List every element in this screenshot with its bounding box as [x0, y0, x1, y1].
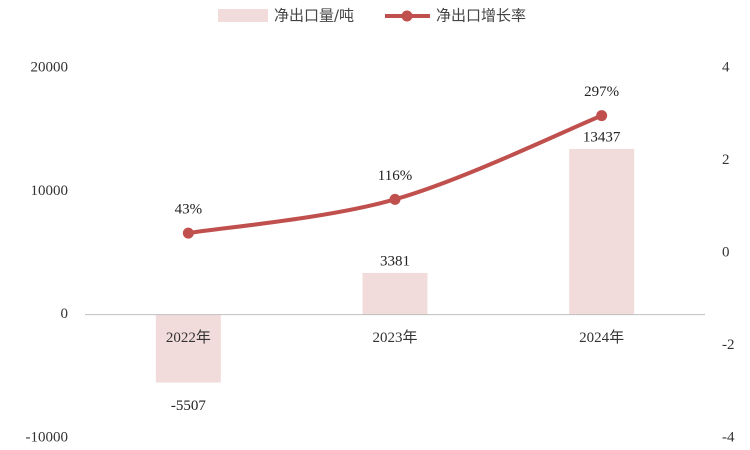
right-axis-tick: 4 — [722, 59, 730, 75]
bar-2024年 — [569, 148, 635, 315]
growth-rate-point — [596, 110, 608, 122]
left-axis-tick: -10000 — [26, 429, 69, 445]
category-label: 2023年 — [372, 329, 417, 346]
bar-data-label: 13437 — [583, 129, 621, 145]
growth-rate-label: 43% — [175, 202, 203, 218]
right-axis-tick: 0 — [722, 244, 730, 260]
category-label: 2022年 — [166, 329, 211, 346]
bar-2022年 — [155, 314, 221, 383]
left-axis-tick: 0 — [61, 306, 69, 322]
right-axis-tick: -4 — [722, 429, 735, 445]
legend-line-label: 净出口增长率 — [436, 7, 526, 25]
legend-line-marker — [401, 10, 413, 22]
right-axis-tick: -2 — [722, 337, 735, 353]
bar-2023年 — [362, 272, 428, 315]
growth-rate-label: 116% — [378, 168, 412, 184]
category-label: 2024年 — [579, 329, 624, 346]
left-axis-tick: 20000 — [31, 59, 69, 75]
growth-rate-point — [182, 227, 194, 239]
legend-bar-label: 净出口量/吨 — [274, 7, 354, 25]
right-axis-tick: 2 — [722, 152, 730, 168]
left-axis-tick: 10000 — [31, 183, 69, 199]
legend-bar-swatch — [218, 9, 268, 22]
bar-data-label: -5507 — [171, 398, 206, 414]
growth-rate-point — [389, 193, 401, 205]
bar-data-label: 3381 — [380, 253, 410, 269]
growth-rate-label: 297% — [584, 84, 619, 100]
